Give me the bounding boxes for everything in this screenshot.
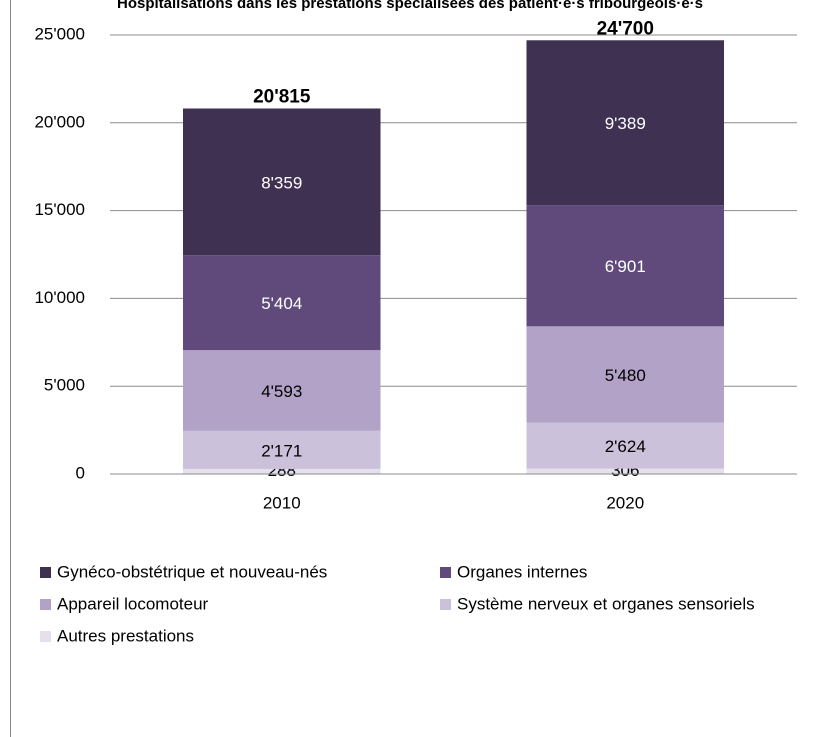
bar-segment — [526, 205, 725, 327]
legend-swatch — [40, 567, 51, 578]
y-tick-label: 5'000 — [44, 376, 85, 395]
legend-swatch — [440, 599, 451, 610]
bar-segment — [182, 255, 381, 351]
legend-label: Gynéco-obstétrique et nouveau-nés — [57, 562, 327, 581]
data-label: 9'389 — [605, 114, 646, 133]
data-label: 5'404 — [261, 294, 302, 313]
data-label: 2'171 — [261, 441, 302, 460]
bar-segment — [182, 350, 381, 431]
bar-segment — [526, 40, 725, 206]
y-tick-label: 20'000 — [34, 112, 85, 131]
bar-segment — [526, 422, 725, 469]
data-label: 2'624 — [605, 437, 646, 456]
y-tick-label: 0 — [76, 463, 85, 482]
total-label: 20'815 — [253, 87, 311, 108]
x-tick-label: 2010 — [263, 493, 301, 512]
data-label: 4'593 — [261, 382, 302, 401]
x-tick-label: 2020 — [606, 493, 644, 512]
legend-label: Organes internes — [457, 562, 587, 581]
data-label: 6'901 — [605, 257, 646, 276]
legend-label: Appareil locomoteur — [57, 594, 209, 613]
data-label: 8'359 — [261, 173, 302, 192]
legend-swatch — [40, 599, 51, 610]
legend-label: Autres prestations — [57, 626, 194, 645]
bar-segment — [182, 468, 381, 474]
legend-label: Système nerveux et organes sensoriels — [457, 594, 755, 613]
bar-segment — [526, 468, 725, 474]
data-label: 5'480 — [605, 366, 646, 385]
y-tick-label: 25'000 — [34, 24, 85, 43]
y-tick-label: 15'000 — [34, 200, 85, 219]
y-tick-label: 10'000 — [34, 288, 85, 307]
bar-segment — [526, 326, 725, 423]
bar-segment — [182, 108, 381, 256]
total-label: 24'700 — [597, 18, 654, 39]
chart-title: Hospitalisations dans les prestations sp… — [117, 0, 703, 12]
bar-segment — [182, 430, 381, 469]
legend-swatch — [40, 631, 51, 642]
legend-swatch — [440, 567, 451, 578]
